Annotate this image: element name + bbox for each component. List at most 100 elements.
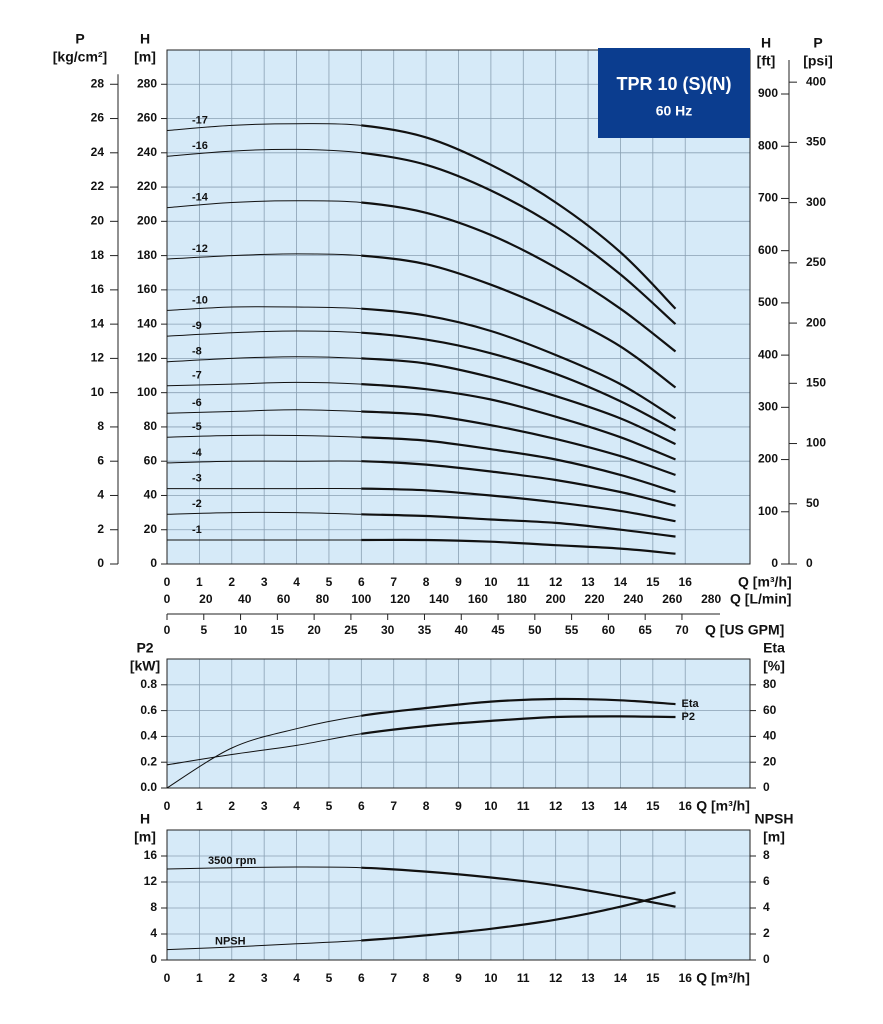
x-tick-label: 10 [484, 799, 498, 813]
y-tick-label: 160 [137, 282, 157, 296]
curve-thin [166, 511, 362, 515]
curve-thin [166, 940, 362, 951]
x-tick-label: 14 [614, 799, 628, 813]
x-tick-label: 16 [679, 575, 693, 589]
psi-tick-label: 200 [806, 315, 826, 329]
x2-tick-label: 260 [662, 592, 682, 606]
y-axis-unit: [m] [134, 49, 156, 65]
y2-axis-unit: [%] [763, 658, 785, 674]
y-tick-label: 240 [137, 145, 157, 159]
x-tick-label: 10 [484, 575, 498, 589]
x-tick-label: 3 [261, 799, 268, 813]
p-tick-label: 8 [97, 419, 104, 433]
x3-tick-label: 0 [164, 623, 171, 637]
curve-thin [166, 409, 362, 414]
x-tick-label: 11 [517, 799, 530, 813]
y2-tick-label: 6 [763, 874, 770, 888]
curve-bold [361, 124, 677, 310]
x3-tick-label: 5 [200, 623, 207, 637]
x-tick-label: 4 [293, 971, 300, 985]
x-tick-label: 8 [423, 971, 430, 985]
y-tick-label: 40 [144, 488, 158, 502]
series-label: -14 [192, 192, 209, 204]
p-tick-label: 4 [97, 488, 104, 502]
y-tick-label: 180 [137, 248, 157, 262]
p-tick-label: 10 [91, 385, 105, 399]
curve-bold [361, 151, 677, 325]
p-tick-label: 12 [91, 351, 105, 365]
badge-subtitle: 60 Hz [656, 103, 693, 119]
series-label: -1 [192, 524, 202, 536]
ft-tick-label: 200 [758, 452, 778, 466]
y-tick-label: 80 [144, 419, 158, 433]
ft-tick-label: 100 [758, 504, 778, 518]
y2-tick-label: 20 [763, 754, 777, 768]
curve-bold [361, 383, 676, 461]
y-tick-label: 100 [137, 385, 157, 399]
y2-tick-label: 4 [763, 900, 770, 914]
series-label: -10 [192, 294, 208, 306]
psi-tick-label: 400 [806, 74, 826, 88]
y2-tick-label: 2 [763, 926, 770, 940]
curve-thin [166, 148, 362, 157]
x2-tick-label: 160 [468, 592, 488, 606]
ft-tick-label: 600 [758, 243, 778, 257]
x3-tick-label: 65 [638, 623, 652, 637]
y-tick-label: 140 [137, 316, 157, 330]
y-tick-label: 60 [144, 453, 158, 467]
x-tick-label: 0 [164, 971, 171, 985]
p-tick-label: 14 [91, 316, 105, 330]
x-tick-label: 7 [390, 575, 397, 589]
x-tick-label: 11 [517, 971, 530, 985]
curve-thin [166, 356, 362, 363]
x-tick-label: 14 [614, 971, 628, 985]
curve-bold [361, 436, 676, 494]
y-axis-unit: [kW] [130, 658, 160, 674]
y-tick-label: 0 [150, 952, 157, 966]
psi-tick-label: 250 [806, 255, 826, 269]
x-tick-label: 6 [358, 799, 365, 813]
x-tick-label: 11 [517, 575, 530, 589]
y2-tick-label: 60 [763, 703, 777, 717]
x3-tick-label: 25 [344, 623, 358, 637]
x2-tick-label: 280 [701, 592, 721, 606]
curve-bold [361, 201, 677, 353]
psi-tick-label: 300 [806, 195, 826, 209]
series-label: -5 [192, 421, 202, 433]
x-tick-label: 1 [196, 575, 203, 589]
curve-bold [361, 697, 676, 717]
x-axis-title: Q [m³/h] [696, 798, 750, 814]
ft-tick-label: 900 [758, 86, 778, 100]
x3-tick-label: 15 [271, 623, 285, 637]
x3-tick-label: 55 [565, 623, 579, 637]
y-tick-label: 0.8 [140, 677, 157, 691]
y-tick-label: 200 [137, 214, 157, 228]
x-tick-label: 5 [326, 575, 333, 589]
y-tick-label: 120 [137, 351, 157, 365]
psi-axis-unit: [psi] [803, 53, 833, 69]
ft-axis-unit: [ft] [757, 53, 776, 69]
curve-thin [166, 733, 362, 766]
series-label: -6 [192, 397, 202, 409]
y-tick-label: 0 [150, 556, 157, 570]
series-label: -17 [192, 114, 208, 126]
series-label: -16 [192, 140, 208, 152]
series-label: -3 [192, 473, 202, 485]
curve-bold [361, 307, 677, 420]
x-tick-label: 16 [679, 971, 693, 985]
x2-tick-label: 200 [546, 592, 566, 606]
plot-frame [166, 49, 751, 565]
y2-tick-label: 0 [763, 952, 770, 966]
ft-tick-label: 300 [758, 400, 778, 414]
x-axis-title: Q [m³/h] [738, 574, 792, 590]
x-tick-label: 2 [228, 575, 235, 589]
x3-tick-label: 45 [491, 623, 505, 637]
series-label: -2 [192, 498, 202, 510]
y-axis-title: H [140, 31, 150, 47]
y-tick-label: 0.2 [140, 754, 157, 768]
curve-bold [361, 715, 676, 735]
x2-tick-label: 80 [316, 592, 330, 606]
ft-tick-label: 400 [758, 347, 778, 361]
x-tick-label: 9 [455, 971, 462, 985]
x-tick-label: 9 [455, 575, 462, 589]
